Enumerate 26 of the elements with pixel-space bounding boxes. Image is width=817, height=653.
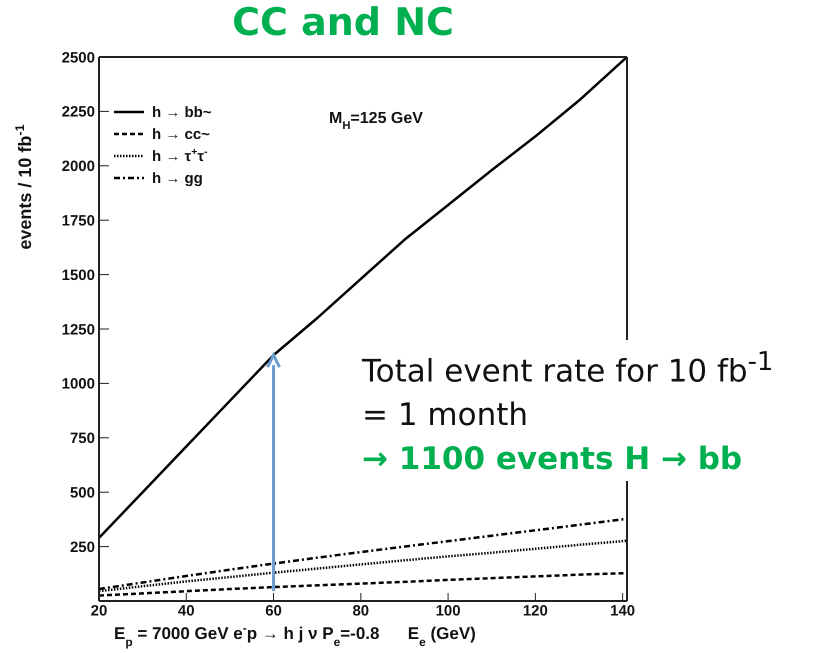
- chart-title: CC and NC: [231, 0, 455, 44]
- legend-label: h → bb~: [152, 104, 212, 121]
- text: Total event rate for 10 fb$^{-1}$ = 1 month: [362, 347, 774, 434]
- x-tick-label: 80: [352, 602, 370, 620]
- y-tick-label: 1750: [62, 212, 95, 230]
- y-tick-label: 2250: [62, 104, 95, 121]
- y-tick-label: 250: [70, 538, 95, 556]
- legend-label: h → τ$^{+}$τ$^{-}$: [152, 146, 208, 165]
- y-tick-label: 2500: [62, 49, 95, 66]
- x-tick-label: 100: [436, 602, 461, 620]
- annotation: → 1100 events H → bb: [362, 440, 744, 480]
- x-tick-label: 40: [178, 602, 195, 620]
- text: E$_{p}$ = 7000 GeV e$^{-}$p → h j ν P$_{e}$=-0.8 E$_{e}$ (GeV): [114, 621, 476, 649]
- annotation: M$_{H}$=125 GeV: [329, 110, 424, 132]
- y-tick-label: 1500: [62, 266, 95, 284]
- y-tick-label: 1000: [62, 376, 95, 393]
- x-tick-label: 20: [90, 602, 108, 620]
- y-tick-label: 1250: [62, 321, 95, 338]
- y-tick-label: 2000: [62, 158, 95, 176]
- y-tick-label: 750: [70, 430, 95, 448]
- y-tick-label: 500: [70, 484, 95, 502]
- x-tick-label: 120: [522, 602, 548, 620]
- legend-label: h → gg: [152, 170, 203, 187]
- x-tick-label: 140: [610, 602, 636, 620]
- legend-label: h → cc~: [152, 126, 210, 143]
- x-tick-label: 60: [265, 602, 282, 620]
